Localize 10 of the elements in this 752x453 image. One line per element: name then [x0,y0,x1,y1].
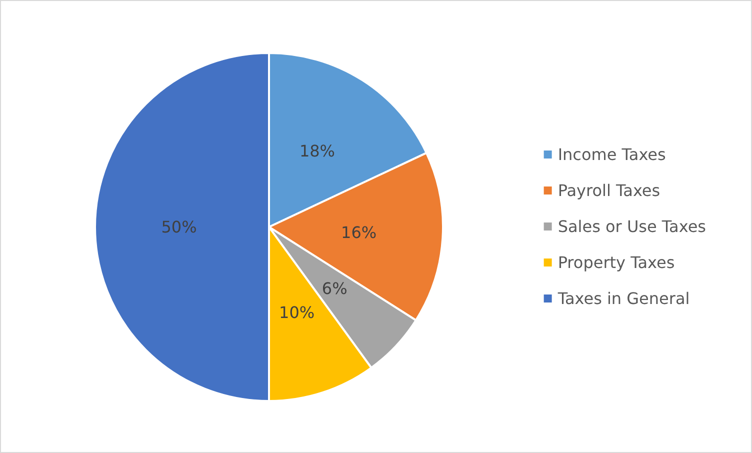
legend-label: Property Taxes [558,253,675,272]
data-label: 10% [279,303,315,322]
legend-label: Income Taxes [558,145,666,164]
data-label: 6% [322,279,348,298]
data-label: 16% [341,223,377,242]
legend-label: Payroll Taxes [558,181,660,200]
data-label: 50% [161,218,197,236]
data-label: 18% [299,142,336,161]
legend-label: Taxes in General [556,289,690,308]
legend-label: Sales or Use Taxes [558,217,706,236]
